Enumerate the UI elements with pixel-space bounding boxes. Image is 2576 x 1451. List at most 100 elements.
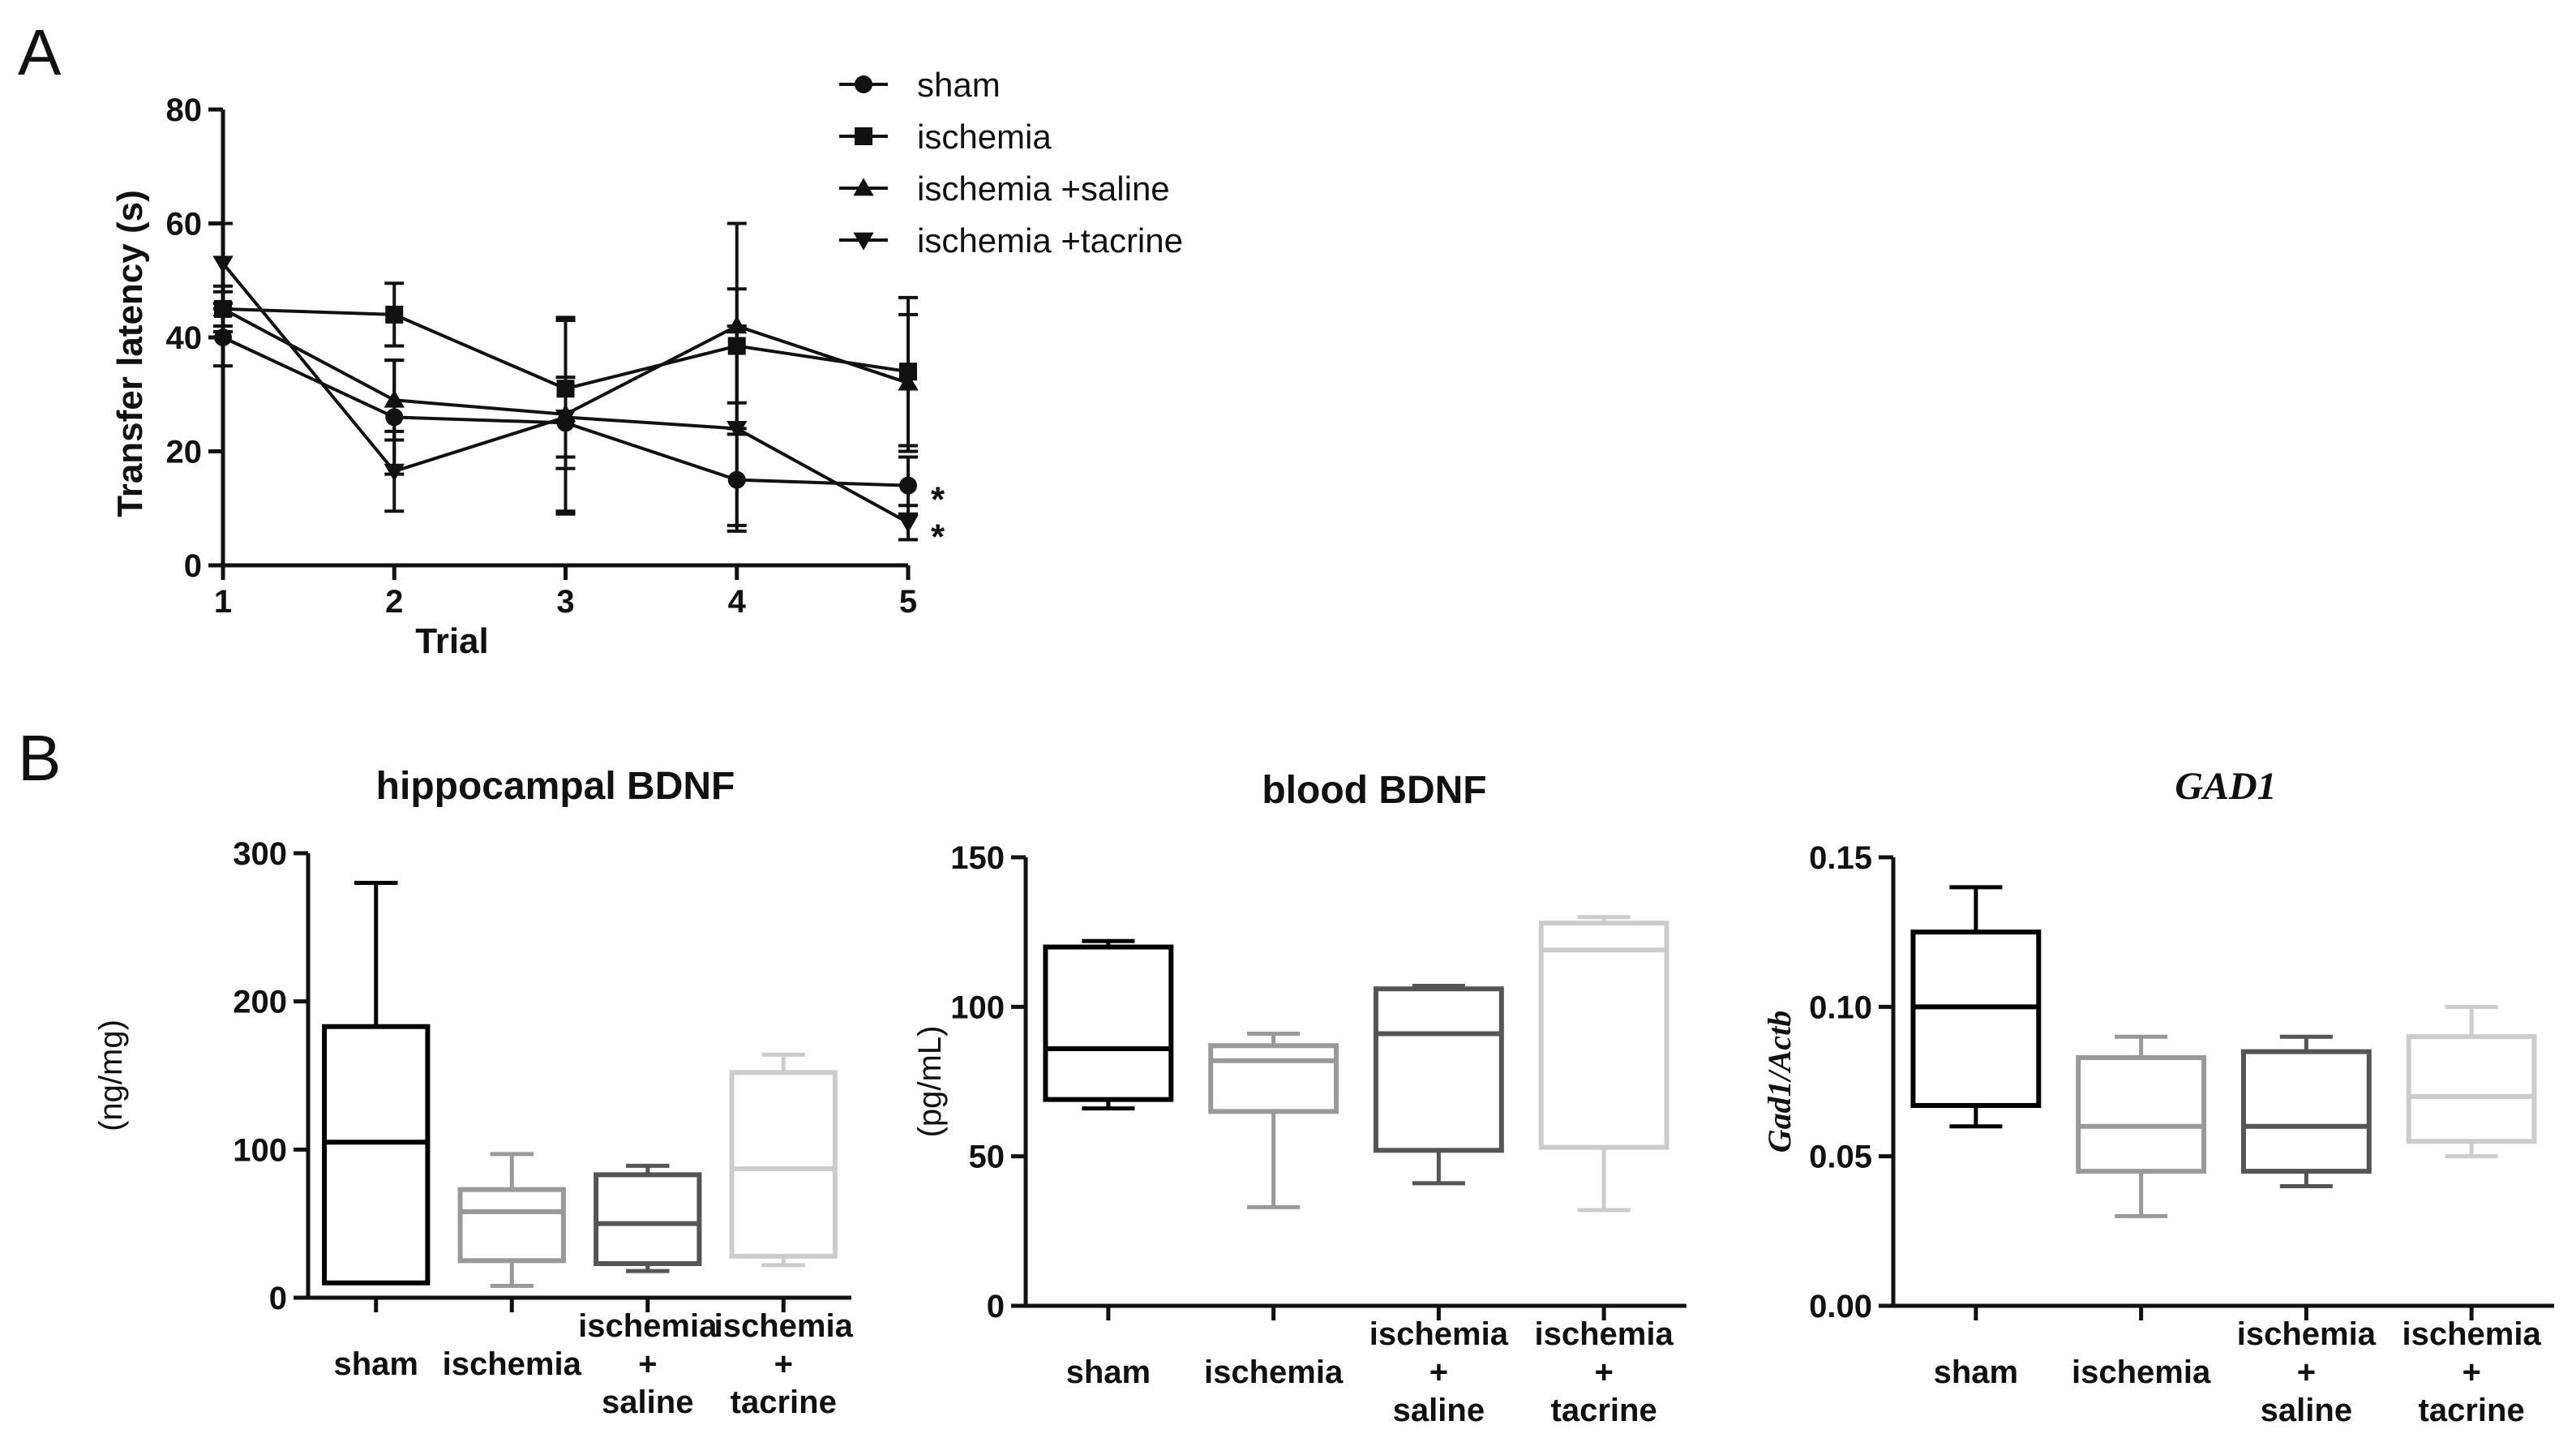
x-tick-label-line: tacrine <box>1551 1393 1657 1428</box>
y-axis-title: (ng/mg) <box>93 1020 129 1131</box>
y-tick-label: 80 <box>166 92 203 128</box>
x-tick-label: 5 <box>899 584 917 620</box>
x-tick-label-line: ischemia <box>1535 1316 1674 1352</box>
box-iqr <box>457 1187 566 1264</box>
x-tick-label: sham <box>1066 1354 1151 1390</box>
data-point <box>212 298 234 317</box>
x-tick-label-line: saline <box>1393 1393 1485 1428</box>
x-tick-label-line: ischemia <box>2402 1316 2542 1352</box>
x-tick-label: ischemia+tacrine <box>2402 1316 2542 1428</box>
chart-title: blood BDNF <box>1262 769 1486 812</box>
data-point <box>212 255 234 274</box>
series-ischemia-tacrine <box>212 221 919 542</box>
legend-item: ischemia +tacrine <box>839 221 1183 260</box>
legend-marker <box>853 178 874 196</box>
box-sham <box>1043 938 1174 1111</box>
x-tick-label-line: ischemia <box>443 1346 582 1382</box>
legend-label: ischemia <box>917 118 1052 156</box>
x-tick-label-line: + <box>1429 1354 1448 1390</box>
legend-label: ischemia +saline <box>917 170 1170 208</box>
transfer-latency-line-chart: 0 20 40 60 80 1 2 3 4 5 Trial Transfer latency (s) *… <box>110 66 1183 661</box>
data-point <box>898 514 919 533</box>
y-axis-title: (pg/mL) <box>912 1026 948 1138</box>
y-tick-label: 0.05 <box>1809 1140 1872 1175</box>
significance-marker: * <box>931 517 945 556</box>
x-tick-label: ischemia+saline <box>578 1308 718 1420</box>
x-tick-label: 2 <box>385 584 403 620</box>
y-tick-label: 300 <box>233 836 287 872</box>
x-axis-title: Trial <box>415 621 489 661</box>
y-tick-label: 100 <box>233 1132 287 1168</box>
x-tick-label: ischemia <box>2072 1354 2211 1390</box>
y-tick-label: 60 <box>166 207 203 243</box>
x-tick-label: ischemia+tacrine <box>714 1308 854 1420</box>
x-tick-label: ischemia <box>443 1346 582 1382</box>
x-tick-label-line: + <box>638 1346 657 1382</box>
x-tick-label-line: ischemia <box>714 1308 854 1344</box>
x-tick-label: 1 <box>214 584 232 620</box>
box-iqr <box>2406 1034 2537 1144</box>
legend-marker <box>853 232 874 251</box>
box-iqr <box>1373 986 1504 1153</box>
x-tick-label-line: ischemia <box>1204 1354 1344 1390</box>
box-iqr <box>1208 1043 1339 1114</box>
x-tick-label: ischemia <box>1204 1354 1344 1390</box>
box-ischemia-saline <box>594 1163 702 1273</box>
legend-label: ischemia +tacrine <box>917 221 1183 260</box>
legend-marker <box>855 75 872 93</box>
box-sham <box>322 881 431 1286</box>
box-ischemia-tacrine <box>1538 915 1669 1213</box>
x-tick-label-line: ischemia <box>1369 1316 1509 1352</box>
y-tick-label: 0.15 <box>1809 840 1872 876</box>
x-tick-label-line: + <box>1594 1354 1613 1390</box>
y-tick-label: 200 <box>233 985 287 1020</box>
box-iqr <box>1910 929 2042 1108</box>
y-tick-label: 150 <box>950 840 1005 876</box>
y-tick-label: 0 <box>184 548 202 584</box>
box-ischemia-tacrine <box>729 1052 838 1268</box>
x-tick-label: 3 <box>556 584 574 620</box>
y-tick-label: 0.00 <box>1809 1289 1872 1324</box>
panel-label-b: B <box>18 722 61 794</box>
y-tick-label: 0 <box>269 1281 287 1316</box>
data-point <box>555 410 576 427</box>
y-tick-label: 40 <box>166 320 203 356</box>
x-tick-label-line: ischemia <box>2237 1316 2377 1352</box>
x-tick-label-line: sham <box>1066 1354 1151 1390</box>
x-tick-label-line: + <box>2297 1354 2316 1390</box>
box-iqr <box>322 1024 431 1286</box>
box-iqr <box>2076 1055 2207 1174</box>
x-tick-label: ischemia+saline <box>2237 1316 2377 1428</box>
y-tick-label: 100 <box>950 990 1005 1025</box>
legend-marker <box>855 127 872 145</box>
data-point <box>899 476 917 495</box>
data-point <box>898 372 919 391</box>
significance-marker: * <box>931 480 945 520</box>
box-iqr <box>594 1172 702 1266</box>
x-tick-label: 4 <box>728 584 747 620</box>
x-tick-label-line: + <box>774 1346 793 1382</box>
x-tick-label: sham <box>1934 1354 2019 1390</box>
y-tick-label: 50 <box>969 1140 1005 1175</box>
box-iqr <box>1538 921 1669 1150</box>
x-tick-label: sham <box>334 1346 419 1382</box>
chart-title: GAD1 <box>2175 765 2276 808</box>
box-iqr <box>1043 944 1174 1102</box>
data-point <box>384 389 405 408</box>
box-ischemia <box>2076 1034 2207 1218</box>
x-tick-label-line: sham <box>1934 1354 2019 1390</box>
box-iqr <box>2240 1049 2372 1174</box>
box-ischemia-saline <box>1373 984 1504 1186</box>
legend-item: ischemia +saline <box>839 170 1170 208</box>
box-iqr <box>729 1070 838 1259</box>
legend-item: ischemia <box>839 118 1052 156</box>
legend-item: sham <box>839 66 1001 104</box>
x-tick-label-line: tacrine <box>731 1384 837 1420</box>
x-tick-label-line: ischemia <box>2072 1354 2211 1390</box>
box-ischemia <box>457 1152 566 1288</box>
y-tick-label: 0.10 <box>1809 990 1872 1025</box>
data-point <box>727 421 748 440</box>
x-tick-label-line: saline <box>602 1384 693 1420</box>
